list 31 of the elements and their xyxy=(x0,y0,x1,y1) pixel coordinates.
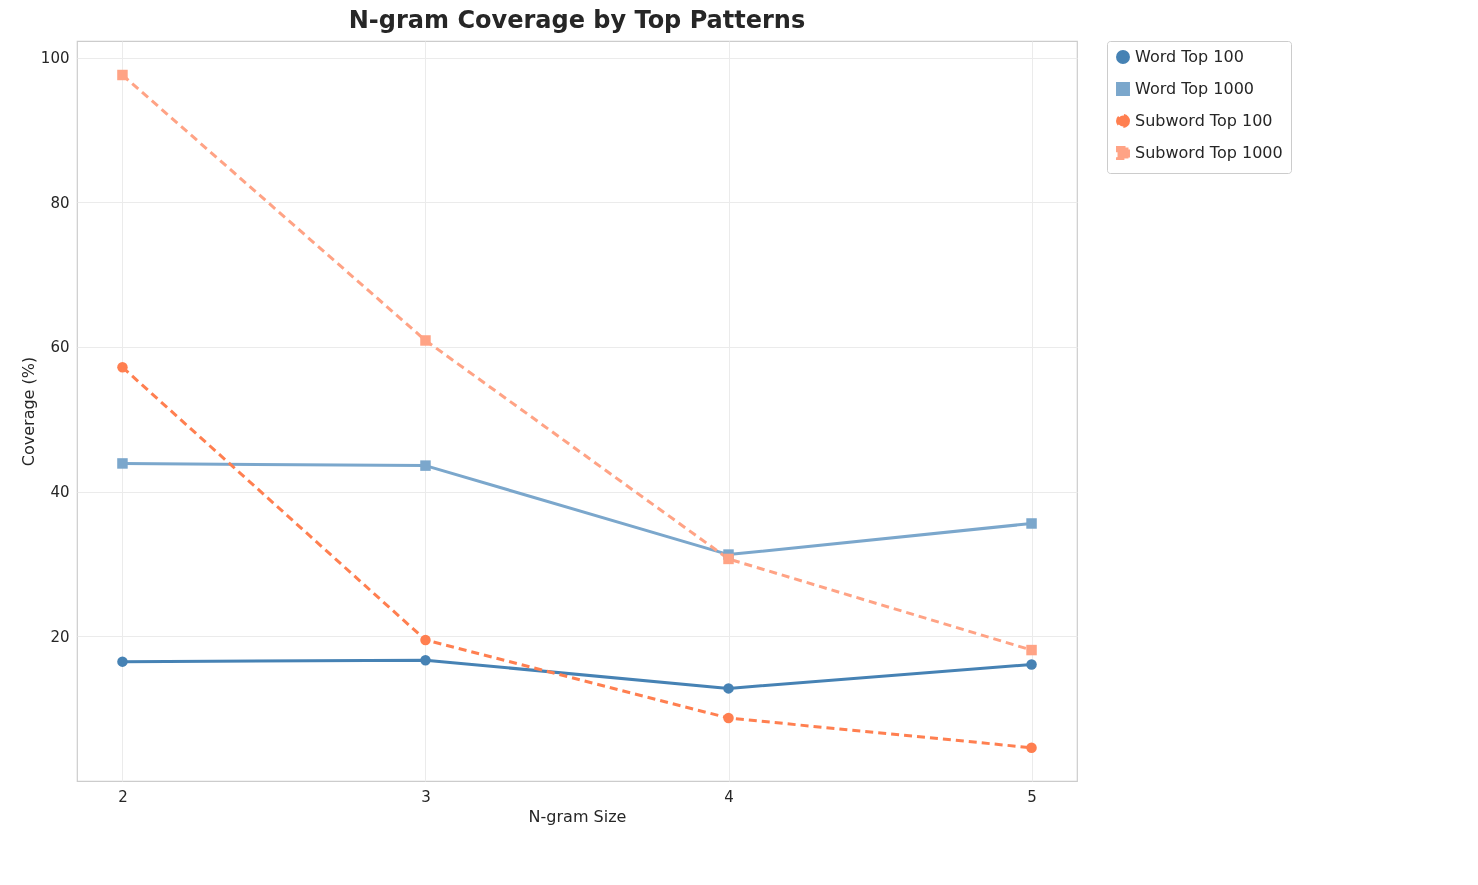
point xyxy=(723,553,734,565)
point xyxy=(1026,518,1037,529)
x-tick-label: 2 xyxy=(118,787,128,806)
y-tick-label: 80 xyxy=(50,193,70,212)
point xyxy=(420,634,431,646)
legend-label: Word Top 100 xyxy=(1135,47,1244,66)
point xyxy=(117,656,128,667)
point xyxy=(1026,742,1037,753)
x-axis-title: N-gram Size xyxy=(528,806,627,826)
point xyxy=(1026,659,1037,670)
point xyxy=(723,683,734,694)
y-tick-label: 20 xyxy=(50,627,70,646)
point xyxy=(723,712,734,724)
chart-title: N-gram Coverage by Top Patterns xyxy=(348,5,806,34)
y-tick-label: 60 xyxy=(50,338,70,357)
point xyxy=(420,335,431,346)
y-tick-label: 40 xyxy=(50,483,70,502)
point xyxy=(117,69,128,81)
point xyxy=(420,460,431,471)
point xyxy=(117,458,128,469)
legend-label: Word Top 1000 xyxy=(1135,79,1255,98)
point xyxy=(420,654,431,666)
point xyxy=(1026,644,1037,656)
legend-label: Subword Top 100 xyxy=(1135,111,1273,130)
y-tick-label: 100 xyxy=(40,49,70,68)
x-tick-label: 4 xyxy=(724,787,734,806)
x-tick-label: 5 xyxy=(1027,787,1037,806)
legend-label: Subword Top 1000 xyxy=(1135,143,1283,162)
x-tick-label: 3 xyxy=(421,787,431,806)
y-axis-title: Coverage (%) xyxy=(18,356,38,467)
point xyxy=(117,362,128,373)
